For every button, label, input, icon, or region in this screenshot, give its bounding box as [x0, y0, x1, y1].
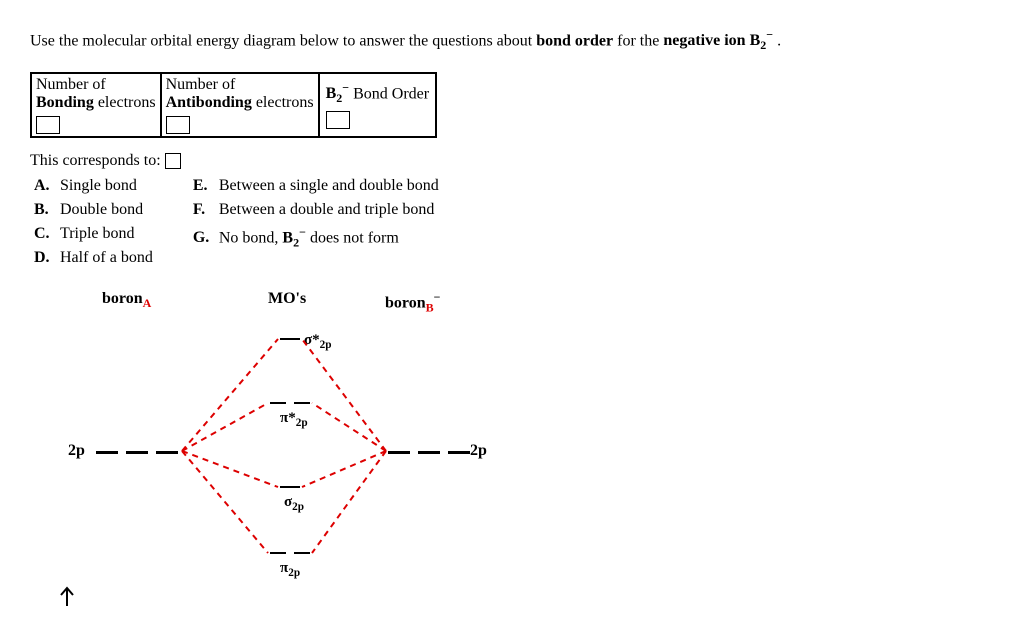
cell-bonding: Number of Bonding electrons: [31, 73, 161, 137]
corresponds-input[interactable]: [165, 153, 181, 169]
option-row: B.Double bond: [34, 201, 153, 219]
option-letter: B.: [34, 201, 60, 219]
option-row: F.Between a double and triple bond: [193, 201, 439, 219]
neg-ion-text: negative ion B: [663, 32, 760, 49]
cell3-line: B2− Bond Order: [326, 81, 430, 107]
option-letter: D.: [34, 249, 60, 267]
cell2-line2: Antibonding electrons: [166, 94, 314, 112]
question-prefix: Use the molecular orbital energy diagram…: [30, 32, 536, 49]
option-letter: A.: [34, 177, 60, 195]
cell3-sup: −: [342, 81, 349, 95]
question-suffix: .: [777, 32, 781, 49]
question-bold1: bond order: [536, 32, 613, 49]
antibonding-input[interactable]: [166, 116, 190, 134]
option-text: Half of a bond: [60, 249, 153, 267]
option-text: Between a double and triple bond: [219, 201, 435, 219]
option-text: Single bond: [60, 177, 137, 195]
cell1-line2: Bonding electrons: [36, 94, 156, 112]
question-bold2: negative ion B2−: [663, 32, 777, 49]
option-letter: F.: [193, 201, 219, 219]
cell1-line1: Number of: [36, 76, 156, 94]
option-letter: G.: [193, 229, 219, 247]
option-text: No bond, B2− does not form: [219, 225, 399, 251]
cell2-rest: electrons: [252, 94, 314, 111]
bondorder-input[interactable]: [326, 111, 350, 129]
option-row: G.No bond, B2− does not form: [193, 225, 439, 251]
energy-arrow-icon: [58, 586, 76, 606]
question-text: Use the molecular orbital energy diagram…: [30, 28, 994, 54]
cell3-rest: Bond Order: [353, 85, 429, 102]
option-text: Triple bond: [60, 225, 135, 243]
option-text: Between a single and double bond: [219, 177, 439, 195]
question-mid: for the: [617, 32, 663, 49]
cell-bondorder: B2− Bond Order: [319, 73, 437, 137]
option-letter: C.: [34, 225, 60, 243]
corresponds-line: This corresponds to:: [30, 152, 994, 170]
option-row: D.Half of a bond: [34, 249, 153, 267]
cell3-b: B2−: [326, 85, 354, 102]
cell1-rest: electrons: [94, 94, 156, 111]
option-row: E.Between a single and double bond: [193, 177, 439, 195]
cell3-btxt: B: [326, 85, 337, 102]
option-row: A.Single bond: [34, 177, 153, 195]
option-letter: E.: [193, 177, 219, 195]
corresponds-text: This corresponds to:: [30, 152, 161, 169]
cell2-line1: Number of: [166, 76, 314, 94]
cell1-bold: Bonding: [36, 94, 94, 111]
options-right-col: E.Between a single and double bondF.Betw…: [193, 174, 439, 270]
cell-antibonding: Number of Antibonding electrons: [161, 73, 319, 137]
cell2-bold: Antibonding: [166, 94, 252, 111]
mo-diagram: boronA MO's boronB− 2p 2p σ*2p π*2p σ2p …: [30, 290, 550, 600]
options-left-col: A.Single bondB.Double bondC.Triple bondD…: [34, 174, 153, 270]
option-row: C.Triple bond: [34, 225, 153, 243]
bonding-input[interactable]: [36, 116, 60, 134]
connection-lines: [30, 290, 550, 600]
neg-ion-sup: −: [766, 28, 773, 42]
option-text: Double bond: [60, 201, 143, 219]
options-wrap: A.Single bondB.Double bondC.Triple bondD…: [34, 174, 994, 270]
input-table: Number of Bonding electrons Number of An…: [30, 72, 437, 138]
